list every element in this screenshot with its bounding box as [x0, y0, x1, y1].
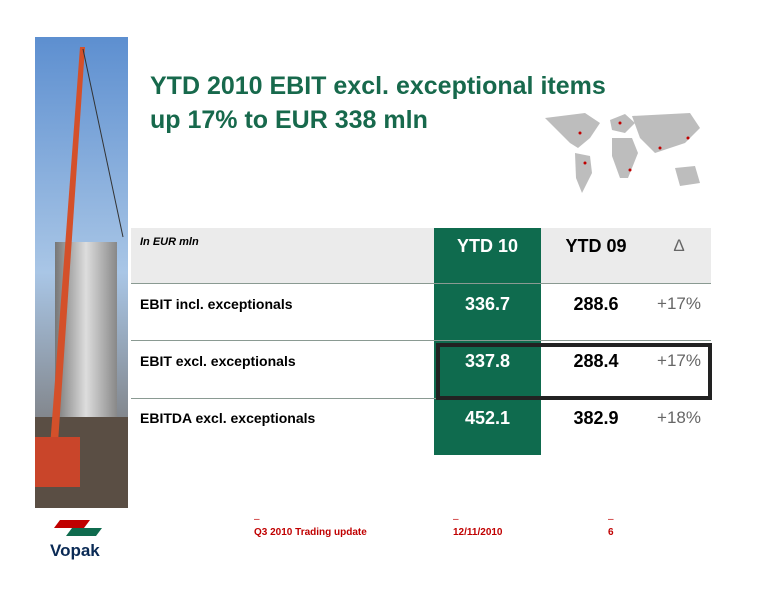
footer-rule: – — [254, 514, 260, 525]
column-header: YTD 10 — [456, 236, 519, 256]
column-header: YTD 09 — [565, 236, 627, 256]
footer-rule: – — [453, 514, 459, 525]
delta-value: +18% — [657, 408, 701, 427]
delta-value: +17% — [657, 351, 701, 370]
footer-date: 12/11/2010 — [453, 527, 503, 538]
row-label: EBITDA excl. exceptionals — [140, 410, 316, 426]
world-map — [545, 113, 700, 193]
ytd09-value: 382.9 — [573, 408, 619, 428]
ytd10-value: 336.7 — [464, 294, 511, 314]
row-divider — [131, 398, 711, 399]
delta-value: +17% — [657, 294, 701, 313]
highlight-frame — [436, 343, 712, 400]
ytd09-value: 288.6 — [573, 294, 619, 314]
logo: Vopak — [50, 518, 110, 561]
footer-page: 6 — [608, 527, 614, 538]
footer-rule: – — [608, 514, 614, 525]
title-line: YTD 2010 EBIT excl. exceptional items — [150, 72, 606, 100]
row-divider — [131, 340, 711, 341]
title-line: up 17% to EUR 338 mln — [150, 106, 428, 134]
logo-text: Vopak — [50, 541, 100, 560]
row-divider — [131, 283, 711, 284]
row-label: EBIT excl. exceptionals — [140, 353, 296, 369]
ytd09-value: 288.4 — [573, 351, 619, 371]
column-header: In EUR mln — [140, 236, 199, 248]
highlight-column — [434, 228, 541, 455]
footer-presentation: Q3 2010 Trading update — [254, 527, 367, 538]
photo — [35, 37, 128, 508]
ytd10-value: 452.1 — [464, 408, 511, 428]
row-label: EBIT incl. exceptionals — [140, 296, 293, 312]
column-header: Δ — [673, 236, 685, 255]
logo-mark — [54, 520, 102, 536]
header-row-bg — [131, 228, 711, 283]
ytd10-value: 337.8 — [464, 351, 511, 371]
